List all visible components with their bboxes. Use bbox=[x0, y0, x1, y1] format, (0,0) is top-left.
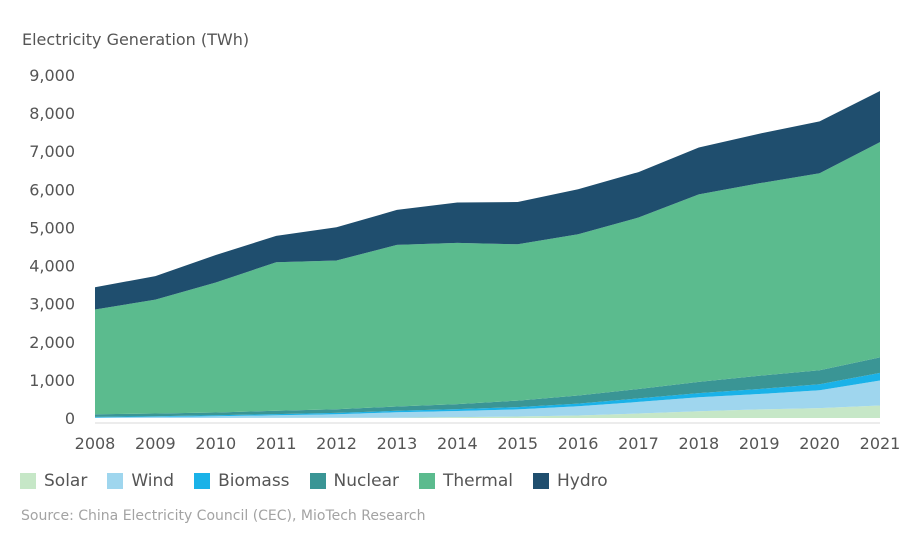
y-tick-label: 8,000 bbox=[29, 104, 75, 123]
x-tick-label: 2009 bbox=[135, 434, 176, 453]
legend-label: Biomass bbox=[218, 471, 290, 491]
legend-item-solar: Solar bbox=[20, 471, 87, 491]
x-tick-label: 2013 bbox=[377, 434, 418, 453]
x-tick-label: 2015 bbox=[497, 434, 538, 453]
legend-item-hydro: Hydro bbox=[533, 471, 608, 491]
legend-label: Hydro bbox=[557, 471, 608, 491]
x-tick-label: 2016 bbox=[558, 434, 599, 453]
legend-item-wind: Wind bbox=[107, 471, 174, 491]
chart-plot: 0 1,000 2,000 3,000 4,000 5,000 6,000 7,000 8,00… bbox=[29, 66, 901, 453]
x-tick-label: 2011 bbox=[256, 434, 297, 453]
legend-label: Thermal bbox=[442, 471, 513, 491]
y-tick-label: 5,000 bbox=[29, 218, 75, 237]
area-series-nuclear bbox=[95, 357, 880, 417]
y-tick-label: 2,000 bbox=[29, 333, 75, 352]
legend-swatch bbox=[309, 473, 326, 489]
y-axis-title: Electricity Generation (TWh) bbox=[22, 30, 250, 49]
y-tick-label: 1,000 bbox=[29, 371, 75, 390]
x-tick-label: 2019 bbox=[739, 434, 780, 453]
area-series-group bbox=[95, 91, 880, 418]
legend-item-thermal: Thermal bbox=[418, 471, 513, 491]
source-note: Source: China Electricity Council (CEC),… bbox=[21, 508, 426, 524]
area-series-wind bbox=[95, 380, 880, 418]
legend-item-nuclear: Nuclear bbox=[309, 471, 399, 491]
legend-label: Nuclear bbox=[333, 471, 399, 491]
y-tick-label: 7,000 bbox=[29, 142, 75, 161]
y-tick-label: 3,000 bbox=[29, 295, 75, 314]
y-axis-ticks: 0 1,000 2,000 3,000 4,000 5,000 6,000 7,000 8,00… bbox=[29, 66, 75, 428]
area-series-thermal bbox=[95, 142, 880, 415]
legend-label: Wind bbox=[131, 471, 175, 491]
x-tick-label: 2008 bbox=[75, 434, 116, 453]
legend-swatch bbox=[20, 473, 36, 489]
y-tick-label: 4,000 bbox=[29, 257, 75, 276]
area-series-hydro bbox=[95, 91, 880, 310]
legend-label: Solar bbox=[44, 471, 88, 491]
area-series-solar bbox=[95, 405, 880, 418]
x-tick-label: 2017 bbox=[618, 434, 659, 453]
y-tick-label: 0 bbox=[65, 409, 75, 428]
legend: Solar Wind Biomass Nuclear Thermal Hydro bbox=[20, 471, 628, 491]
legend-swatch bbox=[418, 473, 435, 489]
x-tick-label: 2012 bbox=[316, 434, 357, 453]
y-tick-label: 6,000 bbox=[29, 180, 75, 199]
x-tick-label: 2014 bbox=[437, 434, 478, 453]
x-axis-ticks: 2008 2009 2010 2011 2012 2013 2014 2015 2016 2017… bbox=[75, 422, 901, 453]
y-tick-label: 9,000 bbox=[29, 66, 75, 85]
x-tick-label: 2021 bbox=[860, 434, 901, 453]
legend-swatch bbox=[194, 473, 211, 489]
legend-swatch bbox=[533, 473, 549, 489]
x-tick-label: 2018 bbox=[678, 434, 719, 453]
x-tick-label: 2010 bbox=[195, 434, 236, 453]
area-series-biomass bbox=[95, 372, 880, 418]
legend-swatch bbox=[107, 473, 124, 489]
legend-item-biomass: Biomass bbox=[194, 471, 290, 491]
x-tick-label: 2020 bbox=[799, 434, 840, 453]
